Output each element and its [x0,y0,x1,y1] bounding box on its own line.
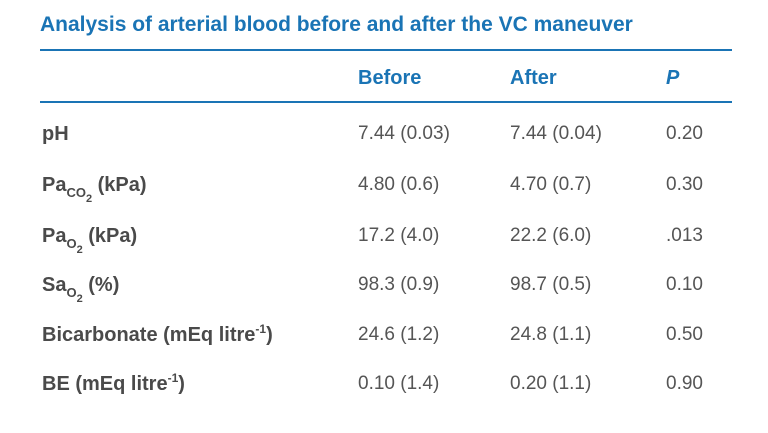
column-header-after: After [510,67,557,89]
table-row: Bicarbonate (mEq litre-1) 24.6 (1.2) 24.… [0,322,768,354]
before-value: 17.2 (4.0) [358,225,440,246]
p-value: 0.50 [666,324,703,345]
table-row: PaO2 (kPa) 17.2 (4.0) 22.2 (6.0) .013 [0,225,768,256]
after-value: 22.2 (6.0) [510,225,592,246]
table-row: SaO2 (%) 98.3 (0.9) 98.7 (0.5) 0.10 [0,274,768,305]
p-value: 0.10 [666,274,703,295]
table-row: pH 7.44 (0.03) 7.44 (0.04) 0.20 [0,123,768,153]
after-value: 98.7 (0.5) [510,274,592,295]
row-label: PaCO2 (kPa) [42,174,147,205]
before-value: 4.80 (0.6) [358,174,440,195]
before-value: 24.6 (1.2) [358,324,440,345]
p-value: 0.90 [666,373,703,394]
before-value: 7.44 (0.03) [358,123,450,144]
row-label: pH [42,123,69,145]
row-label: Bicarbonate (mEq litre-1) [42,322,273,346]
column-header-before: Before [358,67,422,89]
row-label: BE (mEq litre-1) [42,371,185,395]
p-value: 0.20 [666,123,703,144]
after-value: 4.70 (0.7) [510,174,592,195]
after-value: 0.20 (1.1) [510,373,592,394]
row-label: SaO2 (%) [42,274,120,305]
after-value: 24.8 (1.1) [510,324,592,345]
p-value: 0.30 [666,174,703,195]
before-value: 98.3 (0.9) [358,274,440,295]
table-row: BE (mEq litre-1) 0.10 (1.4) 0.20 (1.1) 0… [0,371,768,403]
before-value: 0.10 (1.4) [358,373,440,394]
top-rule [40,49,732,51]
p-value: .013 [666,225,703,246]
table-row: PaCO2 (kPa) 4.80 (0.6) 4.70 (0.7) 0.30 [0,174,768,205]
after-value: 7.44 (0.04) [510,123,602,144]
header-rule [40,101,732,103]
column-header-p: P [666,67,680,89]
row-label: PaO2 (kPa) [42,225,138,256]
table-title: Analysis of arterial blood before and af… [40,13,633,36]
